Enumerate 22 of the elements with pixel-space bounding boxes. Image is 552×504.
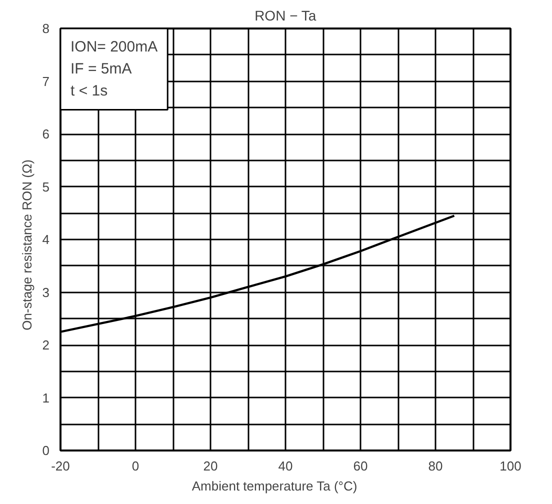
x-tick-label: 0: [132, 458, 140, 474]
x-tick-label: 100: [500, 458, 522, 474]
annotation: ION= 200mA: [70, 38, 158, 56]
x-tick-label: 20: [203, 458, 218, 474]
annotation: t < 1s: [70, 82, 108, 100]
y-axis-title: On-stage resistance RON (Ω): [19, 160, 34, 330]
y-tick-label: 1: [42, 390, 50, 406]
x-tick-label: 40: [278, 458, 293, 474]
chart-title: RON − Ta: [254, 8, 316, 24]
y-tick-label: 6: [42, 126, 50, 142]
y-tick-label: 8: [42, 21, 50, 36]
y-tick-label: 5: [42, 179, 50, 194]
y-tick-label: 2: [42, 338, 50, 352]
y-tick-label: 0: [42, 443, 50, 458]
y-tick-label: 3: [42, 284, 50, 300]
y-tick-label: 4: [42, 232, 50, 247]
y-tick-label: 7: [42, 74, 50, 89]
x-axis-title: Ambient temperature Ta (°C): [192, 478, 358, 494]
annotation: IF = 5mA: [70, 60, 132, 78]
x-tick-label: -20: [51, 458, 70, 474]
x-tick-label: 60: [353, 458, 368, 474]
x-tick-label: 80: [428, 458, 443, 474]
